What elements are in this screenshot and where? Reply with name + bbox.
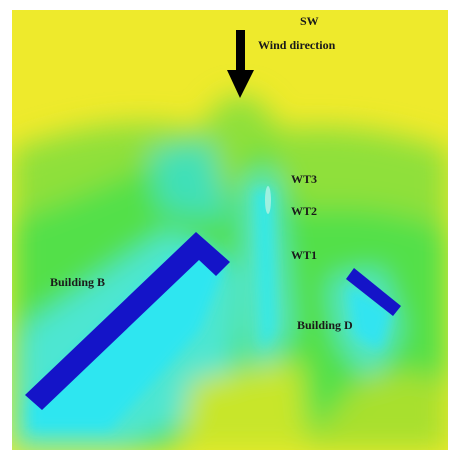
turbine-marker (265, 186, 271, 214)
arrow-shaft (236, 30, 245, 74)
turbine-label: WT3 (291, 172, 317, 186)
building-label: Building B (50, 275, 105, 289)
turbine-label: WT2 (291, 204, 317, 218)
turbine-label: WT1 (291, 248, 317, 262)
building-label: Building D (297, 318, 353, 332)
wind-label: Wind direction (258, 38, 336, 52)
wind-heading: SW (300, 14, 319, 28)
figure: SW Wind direction WT3 WT2 WT1 Building B… (0, 0, 459, 459)
